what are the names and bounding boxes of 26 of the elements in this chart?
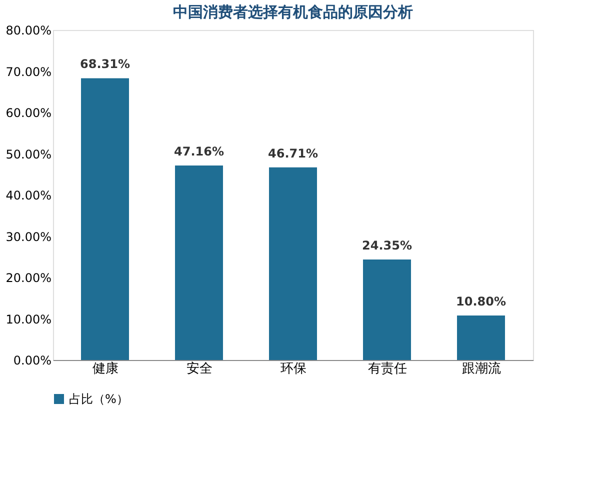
x-tick-label: 健康: [92, 362, 118, 376]
y-tick-label: 50.00%: [6, 147, 52, 162]
data-label: 10.80%: [456, 294, 506, 308]
legend-label: 占比（%）: [69, 392, 128, 406]
chart-title: 中国消费者选择有机食品的原因分析: [173, 3, 413, 21]
bar: [81, 78, 129, 360]
y-tick-label: 0.00%: [13, 354, 52, 368]
y-tick-label: 80.00%: [6, 24, 52, 38]
x-tick-label: 环保: [280, 362, 306, 376]
bar: [363, 260, 411, 360]
y-tick-label: 20.00%: [6, 271, 52, 285]
data-label: 24.35%: [362, 238, 412, 253]
bar: [175, 165, 223, 360]
y-tick-label: 40.00%: [6, 188, 52, 202]
bar: [457, 315, 505, 360]
y-tick-label: 70.00%: [6, 64, 52, 79]
bar: [269, 167, 317, 360]
x-tick-label: 有责任: [368, 362, 407, 376]
data-label: 47.16%: [174, 144, 224, 158]
data-label: 68.31%: [80, 57, 130, 72]
x-tick-label: 安全: [186, 360, 212, 376]
data-label: 46.71%: [268, 146, 318, 160]
x-tick-label: 跟潮流: [462, 360, 501, 376]
y-tick-label: 60.00%: [6, 106, 52, 120]
y-tick-label: 30.00%: [6, 230, 52, 244]
y-tick-label: 10.00%: [6, 312, 52, 326]
